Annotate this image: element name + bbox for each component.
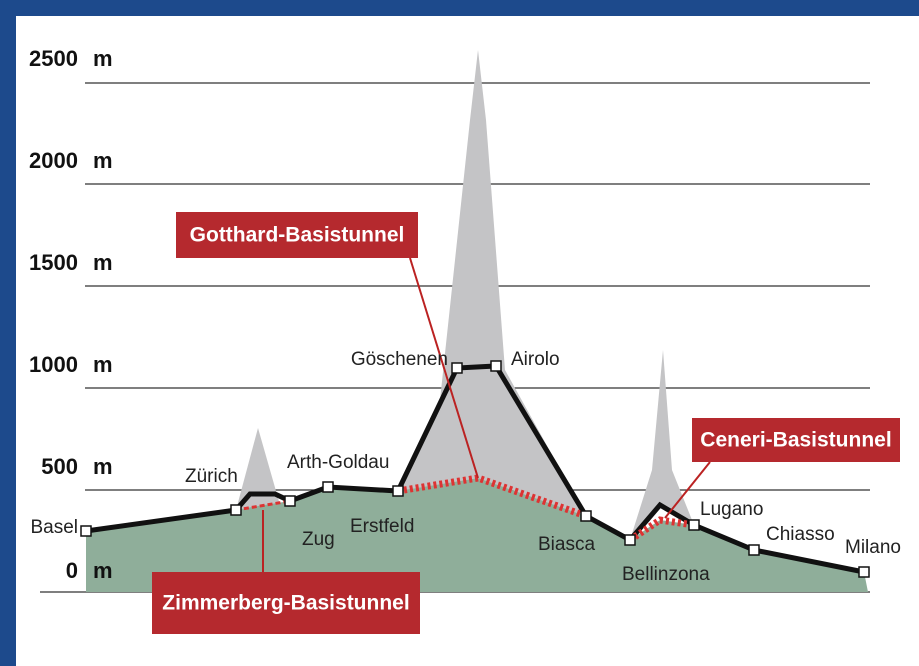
tunnel-label: Ceneri-Basistunnel: [700, 429, 891, 452]
station-label: Zürich: [185, 466, 238, 487]
axis-number: 0: [66, 558, 78, 583]
station-label: Bellinzona: [622, 564, 710, 585]
axis-unit: m: [93, 352, 113, 377]
station-label: Zug: [302, 529, 335, 550]
axis-number: 500: [41, 454, 78, 479]
diagram: 2500 m 2000 m 1500 m 1000 m 500 m 0 m Ba…: [0, 0, 919, 666]
station-label: Erstfeld: [350, 516, 414, 537]
station-label: Lugano: [700, 499, 763, 520]
axis-unit: m: [93, 558, 113, 583]
page: 2500 m 2000 m 1500 m 1000 m 500 m 0 m Ba…: [0, 0, 919, 666]
axis-number: 2000: [29, 148, 78, 173]
axis-unit: m: [93, 148, 113, 173]
station-label: Chiasso: [766, 524, 835, 545]
axis-number: 1000: [29, 352, 78, 377]
station-label: Biasca: [538, 534, 595, 555]
axis-number: 2500: [29, 46, 78, 71]
station-label: Milano: [845, 537, 901, 558]
axis-unit: m: [93, 250, 113, 275]
axis-unit: m: [93, 454, 113, 479]
axis-unit: m: [93, 46, 113, 71]
tunnel-label: Gotthard-Basistunnel: [190, 224, 405, 247]
axis-number: 1500: [29, 250, 78, 275]
station-label: Airolo: [511, 349, 560, 370]
station-label: Arth-Goldau: [287, 452, 389, 473]
station-label: Basel: [30, 517, 78, 538]
station-label: Göschenen: [351, 349, 448, 370]
tunnel-label: Zimmerberg-Basistunnel: [162, 592, 409, 615]
